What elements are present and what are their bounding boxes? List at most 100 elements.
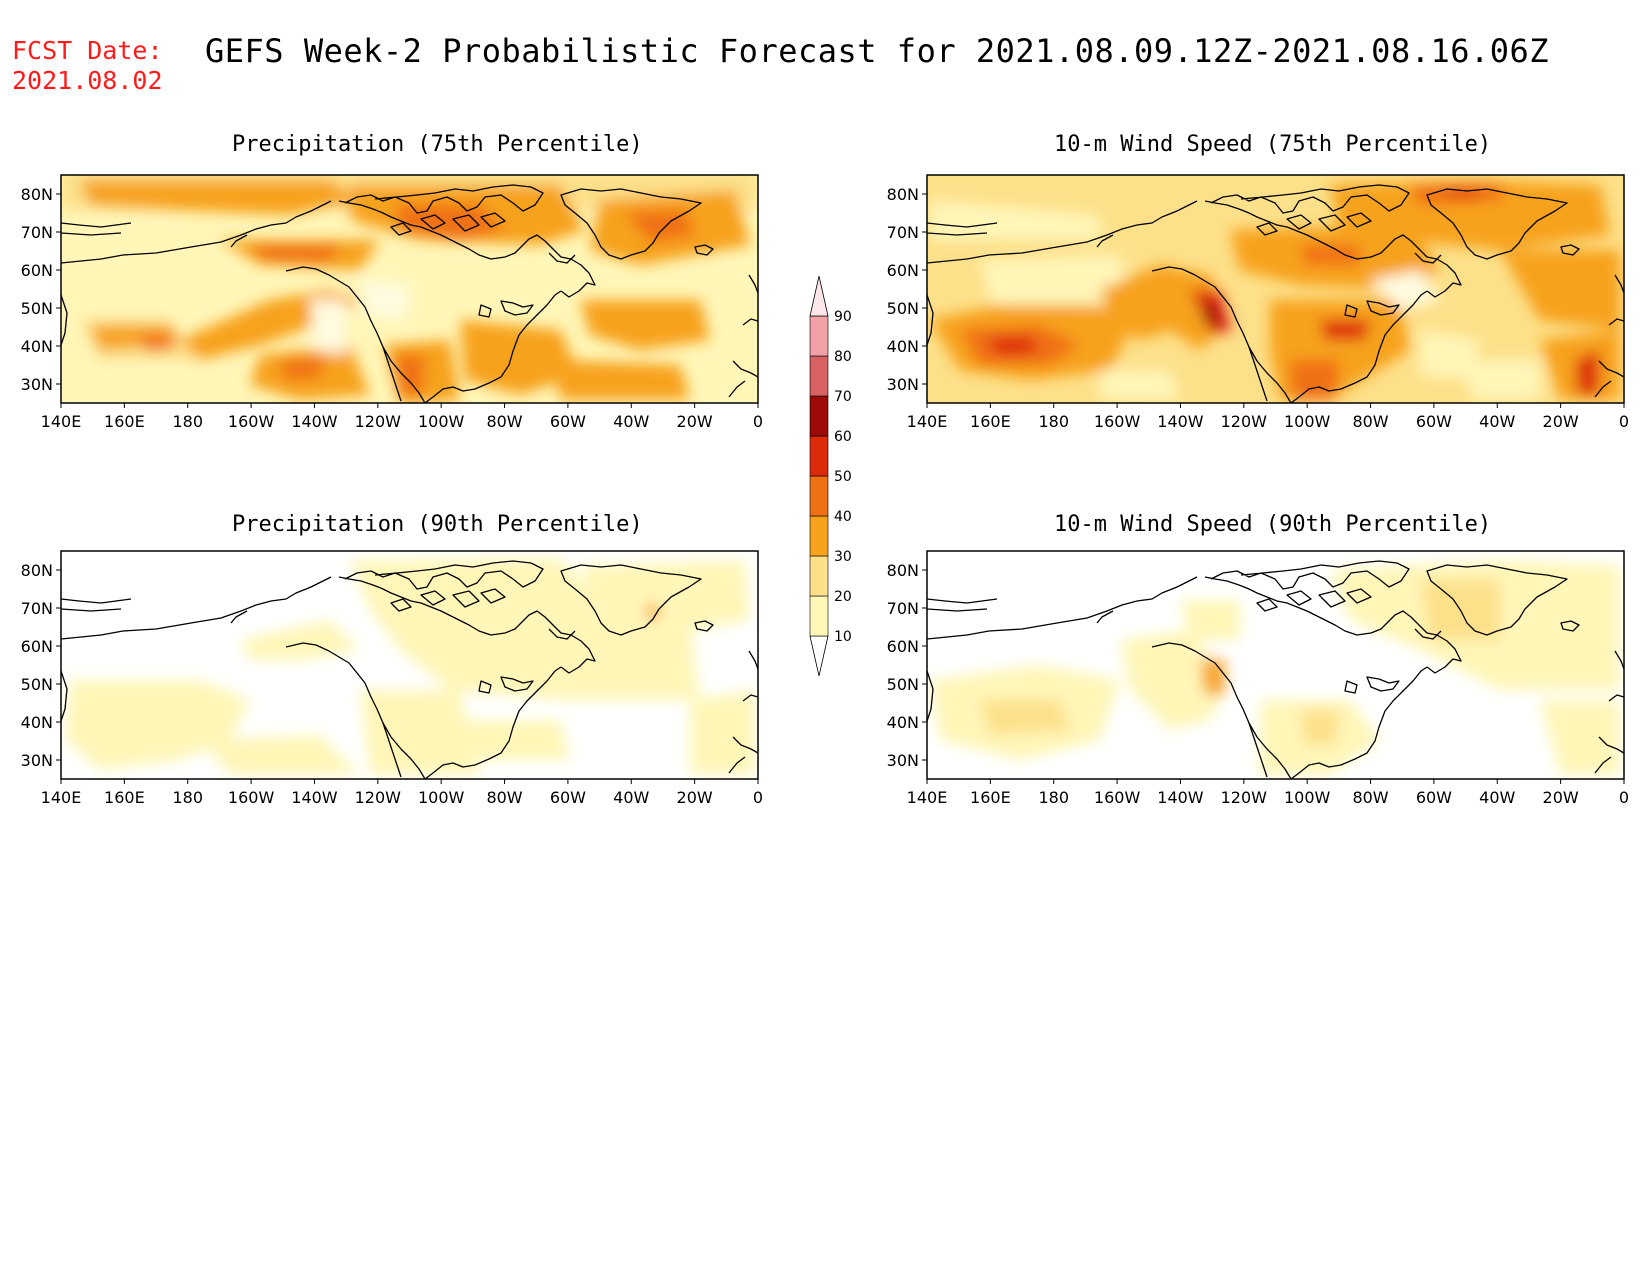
lon-label-precip75: 20W — [677, 412, 713, 431]
lon-label-wind90: 160W — [1094, 788, 1141, 807]
lat-label-wind90: 30N — [887, 751, 919, 770]
lon-label-wind75: 160W — [1094, 412, 1141, 431]
panel-title-precip90: Precipitation (90th Percentile) — [232, 512, 643, 537]
lon-label-precip90: 60W — [550, 788, 586, 807]
lon-label-precip90: 80W — [486, 788, 522, 807]
lon-label-wind90: 140W — [1157, 788, 1204, 807]
map-panel-wind75 — [926, 174, 1625, 404]
lon-label-precip90: 100W — [418, 788, 465, 807]
lat-label-wind75: 70N — [887, 223, 919, 242]
lat-label-wind90: 80N — [887, 561, 919, 580]
lat-label-precip75: 40N — [21, 337, 53, 356]
lat-label-precip75: 80N — [21, 185, 53, 204]
colorbar-label: 60 — [834, 429, 852, 445]
colorbar: 10 20 30 40 50 60 70 80 90 — [809, 275, 852, 677]
lon-label-wind90: 180 — [1038, 788, 1069, 807]
lon-label-precip75: 140E — [41, 412, 82, 431]
lon-label-wind75: 140W — [1157, 412, 1204, 431]
lon-label-wind75: 180 — [1038, 412, 1069, 431]
lon-label-wind75: 0 — [1619, 412, 1629, 431]
map-panel-wind90 — [926, 550, 1625, 780]
map-panel-precip90 — [60, 550, 759, 780]
panel-title-precip75: Precipitation (75th Percentile) — [232, 132, 643, 157]
fcst-date-value: 2021.08.02 — [12, 66, 163, 95]
panel-title-wind75: 10-m Wind Speed (75th Percentile) — [1054, 132, 1492, 157]
lat-label-wind75: 60N — [887, 261, 919, 280]
lon-label-wind90: 100W — [1284, 788, 1331, 807]
lon-label-wind90: 40W — [1479, 788, 1515, 807]
lat-label-wind75: 50N — [887, 299, 919, 318]
lon-label-wind75: 140E — [907, 412, 948, 431]
lon-label-precip75: 100W — [418, 412, 465, 431]
colorbar-label: 80 — [834, 349, 852, 365]
lon-label-precip90: 160W — [228, 788, 275, 807]
lon-label-wind90: 160E — [970, 788, 1011, 807]
colorbar-label: 70 — [834, 389, 852, 405]
lat-label-wind90: 40N — [887, 713, 919, 732]
colorbar-label: 90 — [834, 309, 852, 325]
lon-label-precip75: 40W — [613, 412, 649, 431]
colorbar-swatch — [809, 555, 829, 597]
lon-label-wind90: 20W — [1543, 788, 1579, 807]
lon-label-wind75: 40W — [1479, 412, 1515, 431]
colorbar-swatch — [809, 355, 829, 397]
colorbar-label: 10 — [834, 629, 852, 645]
lon-label-precip90: 40W — [613, 788, 649, 807]
lat-label-precip90: 70N — [21, 599, 53, 618]
lon-label-precip90: 0 — [753, 788, 763, 807]
lat-label-precip90: 60N — [21, 637, 53, 656]
lat-label-precip90: 30N — [21, 751, 53, 770]
colorbar-label: 50 — [834, 469, 852, 485]
lon-label-wind75: 60W — [1416, 412, 1452, 431]
lon-label-wind75: 100W — [1284, 412, 1331, 431]
lat-label-wind90: 50N — [887, 675, 919, 694]
lon-label-wind90: 140E — [907, 788, 948, 807]
lat-label-wind90: 70N — [887, 599, 919, 618]
colorbar-swatch — [809, 475, 829, 517]
colorbar-label: 30 — [834, 549, 852, 565]
lat-label-wind90: 60N — [887, 637, 919, 656]
lon-label-precip90: 140E — [41, 788, 82, 807]
colorbar-top-arrow — [809, 275, 829, 317]
lon-label-precip75: 140W — [291, 412, 338, 431]
lat-label-precip90: 50N — [21, 675, 53, 694]
lat-label-wind75: 30N — [887, 375, 919, 394]
lon-label-precip75: 180 — [172, 412, 203, 431]
lat-label-precip75: 60N — [21, 261, 53, 280]
lat-label-precip75: 70N — [21, 223, 53, 242]
lon-label-wind75: 120W — [1221, 412, 1268, 431]
fcst-date-block: FCST Date: 2021.08.02 — [12, 36, 163, 96]
map-panel-precip75 — [60, 174, 759, 404]
lon-label-precip90: 140W — [291, 788, 338, 807]
lon-label-wind90: 60W — [1416, 788, 1452, 807]
colorbar-bottom-arrow — [809, 635, 829, 677]
lon-label-precip90: 20W — [677, 788, 713, 807]
lon-label-precip90: 160E — [104, 788, 145, 807]
lon-label-wind75: 20W — [1543, 412, 1579, 431]
lat-label-precip90: 80N — [21, 561, 53, 580]
lon-label-wind75: 160E — [970, 412, 1011, 431]
colorbar-swatch — [809, 315, 829, 357]
colorbar-swatch — [809, 515, 829, 557]
fcst-date-label: FCST Date: — [12, 36, 163, 65]
lon-label-wind90: 0 — [1619, 788, 1629, 807]
lon-label-wind90: 80W — [1352, 788, 1388, 807]
colorbar-swatch — [809, 595, 829, 637]
colorbar-label: 40 — [834, 509, 852, 525]
colorbar-swatch — [809, 435, 829, 477]
lon-label-precip75: 160W — [228, 412, 275, 431]
lon-label-precip75: 120W — [355, 412, 402, 431]
colorbar-swatch — [809, 395, 829, 437]
map-axes: 80N 70N 60N 50N 40N 30N 140E 160E 180 160W 140W 120… — [21, 185, 1629, 807]
colorbar-label: 20 — [834, 589, 852, 605]
lon-label-precip75: 80W — [486, 412, 522, 431]
lon-label-precip90: 120W — [355, 788, 402, 807]
lon-label-wind90: 120W — [1221, 788, 1268, 807]
lon-label-wind75: 80W — [1352, 412, 1388, 431]
lat-label-precip90: 40N — [21, 713, 53, 732]
lat-label-wind75: 40N — [887, 337, 919, 356]
panel-title-wind90: 10-m Wind Speed (90th Percentile) — [1054, 512, 1492, 537]
lon-label-precip90: 180 — [172, 788, 203, 807]
lat-label-precip75: 30N — [21, 375, 53, 394]
lat-label-precip75: 50N — [21, 299, 53, 318]
